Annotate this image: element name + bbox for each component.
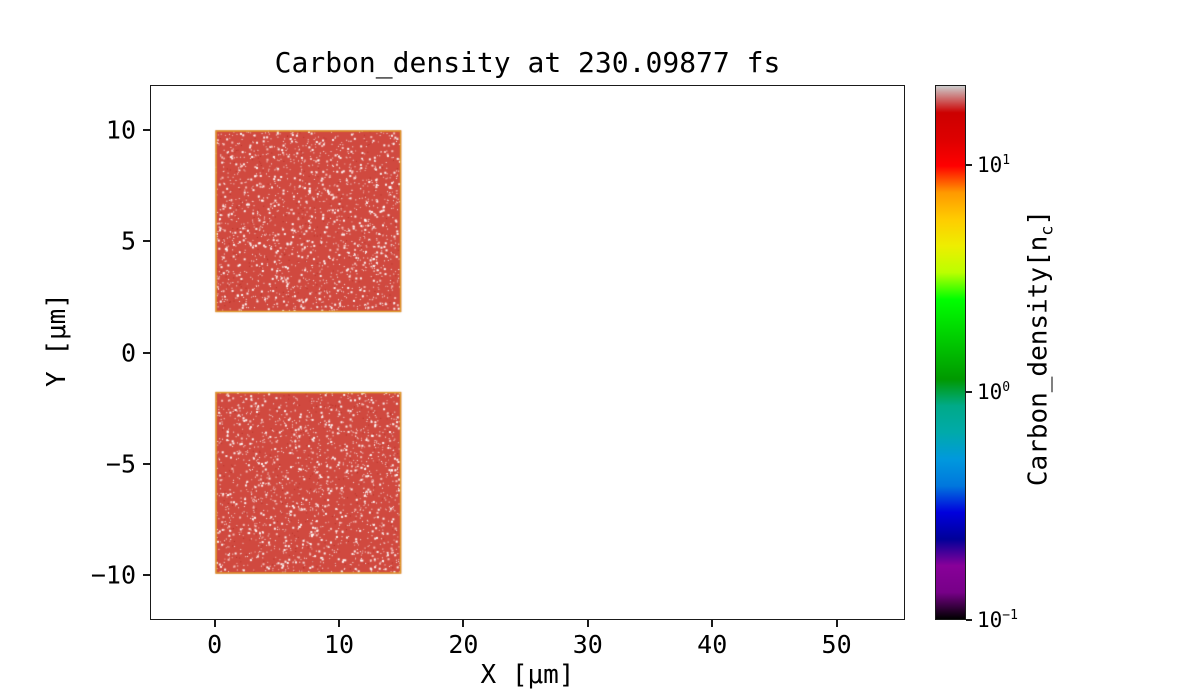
x-tick-mark [213,620,216,627]
colorbar-tick-mark [966,163,972,166]
colorbar-gradient [935,85,966,620]
x-tick-label: 20 [448,630,479,659]
colorbar-tick-mark [966,619,972,621]
y-tick-mark [143,462,150,465]
x-tick-mark [835,620,838,627]
chart-title: Carbon_density at 230.09877 fs [274,46,781,79]
x-tick-mark [586,620,589,627]
colorbar-tick-label: 100 [977,380,1010,404]
colorbar-tick-mark [966,391,972,394]
x-tick-label: 30 [572,630,603,659]
y-tick-mark [143,240,150,243]
y-tick-mark [143,351,150,354]
x-tick-label: 40 [697,630,728,659]
x-tick-mark [462,620,465,627]
y-tick-mark [143,128,150,131]
colorbar-label-text: Carbon_density[n [1023,235,1054,487]
y-tick-mark [143,574,150,577]
y-tick-label: −10 [90,560,136,590]
x-tick-mark [338,620,341,627]
colorbar-tick-mantissa: 10 [977,380,1003,405]
colorbar-tick-mantissa: 10 [977,608,1003,632]
y-tick-label: 5 [120,226,136,256]
density-heatmap-canvas [151,86,903,618]
x-tick-label: 50 [821,630,852,659]
colorbar-tick-exponent: 1 [1002,152,1011,168]
y-axis-label: Y [μm] [42,293,72,387]
x-tick-mark [711,620,714,627]
x-tick-label: 10 [323,630,355,659]
colorbar-tick-exponent: 0 [1002,380,1011,396]
colorbar-tick-exponent: −1 [1002,608,1018,623]
colorbar-tick-label: 101 [977,153,1010,177]
y-tick-label: 0 [120,338,136,367]
colorbar-label-subscript: c [1036,225,1057,236]
colorbar-label: Carbon_density[nc] [1023,210,1056,486]
x-tick-label: 0 [207,630,223,659]
colorbar-label-bracket: ] [1023,209,1054,226]
colorbar-tick-label: 10−1 [977,608,1018,632]
plot-area [150,85,905,620]
colorbar-tick-mantissa: 10 [977,152,1003,177]
y-tick-label: 10 [105,115,136,145]
x-axis-label: X [μm] [480,660,575,690]
y-tick-label: −5 [105,449,136,479]
